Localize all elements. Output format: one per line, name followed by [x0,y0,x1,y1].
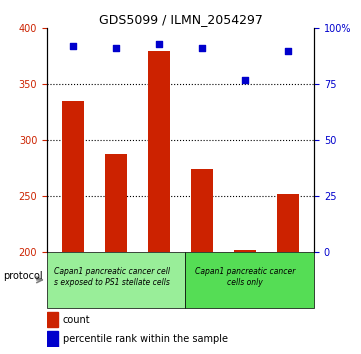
Text: percentile rank within the sample: percentile rank within the sample [63,334,228,344]
Text: GSM900847: GSM900847 [284,254,293,301]
Text: Capan1 pancreatic cancer cell
s exposed to PS1 stellate cells: Capan1 pancreatic cancer cell s exposed … [53,267,170,287]
Bar [234,250,256,252]
Point [199,46,205,51]
Text: GSM900843: GSM900843 [112,254,120,301]
Point [70,44,76,49]
Text: GSM900846: GSM900846 [241,254,249,301]
FancyBboxPatch shape [185,252,314,308]
Bar [191,169,213,252]
Text: count: count [63,315,91,325]
Text: GSM900845: GSM900845 [197,254,206,301]
Bar [105,154,127,252]
Bar [148,51,170,252]
Title: GDS5099 / ILMN_2054297: GDS5099 / ILMN_2054297 [99,13,262,26]
Text: GSM900844: GSM900844 [155,254,164,301]
FancyBboxPatch shape [47,252,185,308]
Text: protocol: protocol [4,271,43,281]
Text: GSM900842: GSM900842 [68,254,77,301]
Point [113,46,119,51]
Bar [278,194,299,252]
Point [156,41,162,47]
Point [242,77,248,82]
Bar [62,101,83,252]
Bar [47,312,58,327]
Point [285,48,291,53]
Text: Capan1 pancreatic cancer
cells only: Capan1 pancreatic cancer cells only [195,267,295,287]
Bar [47,331,58,347]
